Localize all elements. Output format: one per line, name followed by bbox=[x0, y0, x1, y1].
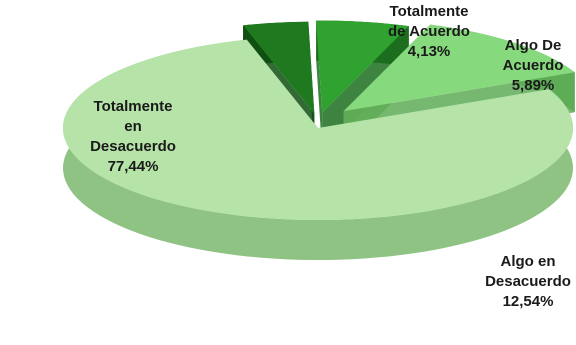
slice-label-line-0-1: en bbox=[124, 118, 142, 135]
slice-label-line-2-0: Algo De bbox=[505, 37, 562, 54]
slice-value-1: 4,13% bbox=[408, 43, 451, 60]
slice-value-2: 5,89% bbox=[512, 77, 555, 94]
slice-value-0: 77,44% bbox=[108, 158, 159, 175]
slice-0 bbox=[62, 39, 573, 221]
slice-value-3: 12,54% bbox=[503, 293, 554, 310]
slice-tops bbox=[62, 20, 575, 221]
slice-label-line-3-1: Desacuerdo bbox=[485, 273, 571, 290]
slice-3 bbox=[343, 24, 575, 112]
slice-label-0: Totalmente en Desacuerdo 77,44% bbox=[90, 98, 176, 175]
slice-label-2: Algo De Acuerdo 5,89% bbox=[503, 37, 564, 94]
slice-label-3: Algo en Desacuerdo 12,54% bbox=[485, 253, 571, 310]
slice-2 bbox=[316, 20, 409, 113]
slice-label-line-0-2: Desacuerdo bbox=[90, 138, 176, 155]
slice-label-line-1-1: de Acuerdo bbox=[388, 23, 470, 40]
slice-label-line-1-0: Totalmente bbox=[390, 3, 469, 20]
slice-cut-face-2-0 bbox=[316, 20, 323, 153]
slice-label-line-3-0: Algo en bbox=[501, 253, 556, 270]
slice-label-1: Totalmente de Acuerdo 4,13% bbox=[388, 3, 470, 60]
slice-labels: Totalmente en Desacuerdo 77,44% Totalmente de… bbox=[90, 3, 571, 310]
slice-label-line-0-0: Totalmente bbox=[94, 98, 173, 115]
slice-1 bbox=[243, 21, 315, 114]
slice-label-line-2-1: Acuerdo bbox=[503, 57, 564, 74]
